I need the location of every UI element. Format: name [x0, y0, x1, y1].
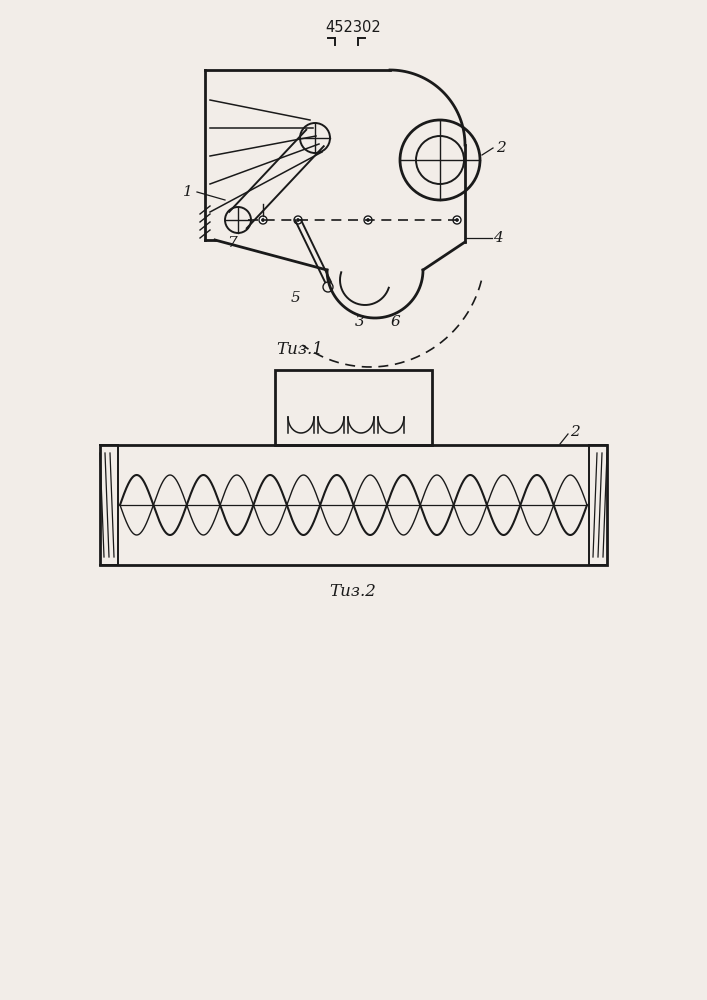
- Text: 3: 3: [355, 315, 365, 329]
- Circle shape: [262, 219, 264, 222]
- Bar: [100, 445, 607, 565]
- Circle shape: [453, 216, 461, 224]
- Text: 2: 2: [570, 425, 580, 439]
- Circle shape: [296, 219, 300, 222]
- Text: 1: 1: [183, 185, 193, 199]
- Circle shape: [455, 219, 459, 222]
- Circle shape: [364, 216, 372, 224]
- Circle shape: [294, 216, 302, 224]
- Text: Τиз.2: Τиз.2: [329, 584, 376, 600]
- Text: 452302: 452302: [325, 19, 381, 34]
- Text: Τиз.1: Τиз.1: [276, 342, 323, 359]
- Circle shape: [259, 216, 267, 224]
- Text: 4: 4: [493, 231, 503, 245]
- Text: 5: 5: [291, 291, 301, 305]
- Text: 2: 2: [496, 141, 506, 155]
- Circle shape: [366, 219, 370, 222]
- Bar: [275, 370, 432, 445]
- Text: 7: 7: [227, 236, 237, 250]
- Text: 6: 6: [390, 315, 400, 329]
